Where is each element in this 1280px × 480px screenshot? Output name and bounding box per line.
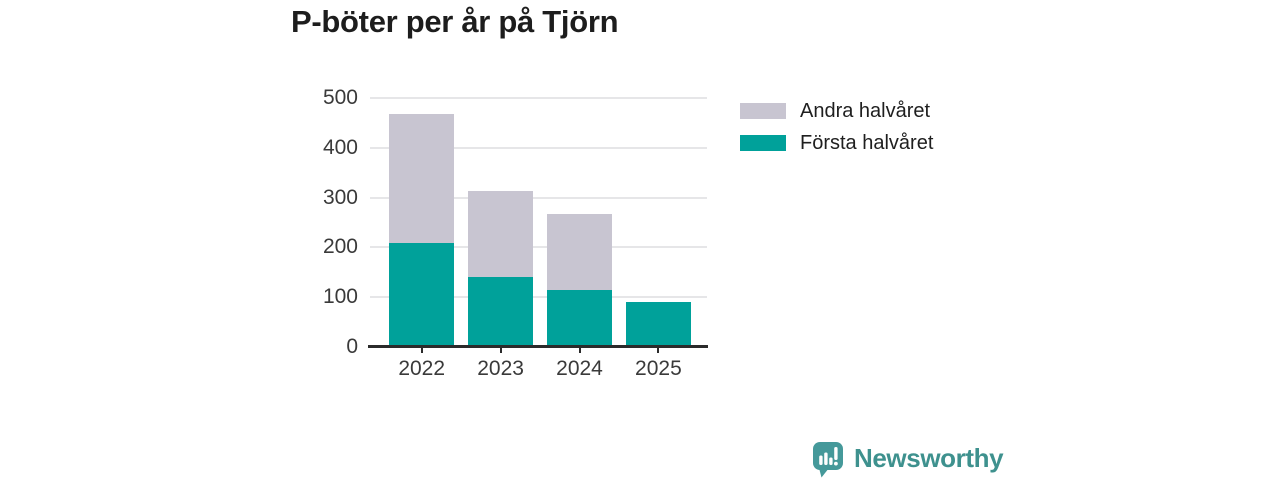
x-axis-line [368,345,708,348]
x-tick-2024 [578,347,581,353]
bar-2025-f-rsta-halv-ret [625,302,691,347]
chart-title: P-böter per år på Tjörn [291,4,619,39]
legend-label-andra-halvaret: Andra halvåret [800,99,931,122]
legend-item-andra-halvaret: Andra halvåret [740,99,933,122]
bar-chart-speech-bubble-icon [813,442,843,478]
y-tick-label-0: 0 [346,335,358,358]
gridline-300 [370,196,707,199]
bar-2023-f-rsta-halv-ret [468,277,534,347]
y-tick-label-200: 200 [322,235,358,259]
y-tick-label-100: 100 [322,285,358,309]
x-tick-label-2023: 2023 [477,357,524,380]
bar-2024-f-rsta-halv-ret [547,289,612,347]
y-tick-label-300: 300 [322,185,358,209]
gridline-100 [370,296,707,299]
gridline-500 [370,97,707,99]
x-tick-2022 [420,347,423,353]
x-tick-label-2024: 2024 [556,357,603,380]
newsworthy-wordmark: Newsworthy [854,443,1004,473]
legend-swatch-forsta-halvaret [740,135,786,151]
bar-2023-andra-halv-ret [468,190,534,278]
bar-2024-andra-halv-ret [547,213,612,290]
x-tick-2025 [657,347,660,353]
gridline-200 [370,246,707,249]
bar-2022-andra-halv-ret [389,113,455,243]
x-tick-label-2025: 2025 [635,357,682,380]
newsworthy-logo-link[interactable]: Newsworthy [812,441,1004,478]
x-tick-2023 [499,347,502,353]
legend-item-forsta-halvaret: Första halvåret [740,131,934,154]
y-tick-label-400: 400 [322,135,358,159]
gridline-400 [370,146,707,149]
legend-label-forsta-halvaret: Första halvåret [800,131,934,154]
x-tick-label-2022: 2022 [398,357,446,380]
legend: Andra halvåret Första halvåret [740,99,934,166]
y-tick-label-500: 500 [322,86,358,109]
legend-swatch-andra-halvaret [740,103,786,119]
bar-2022-f-rsta-halv-ret [389,242,455,347]
